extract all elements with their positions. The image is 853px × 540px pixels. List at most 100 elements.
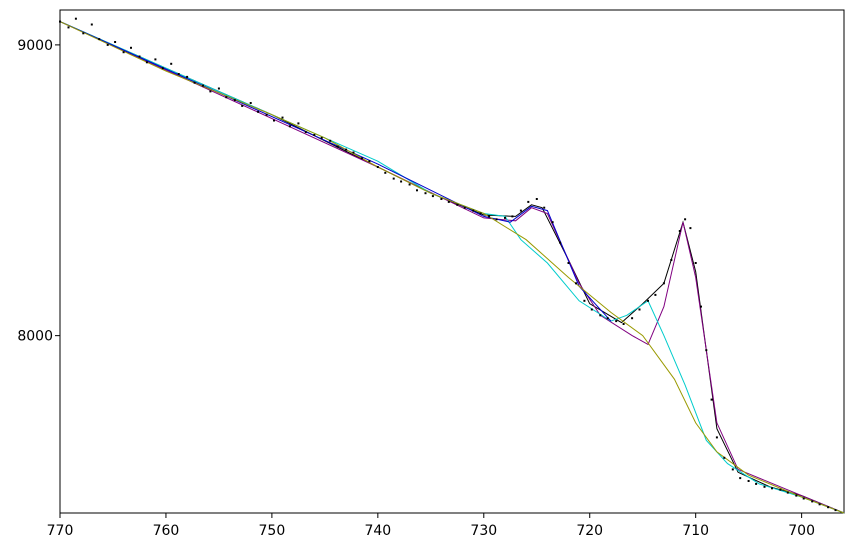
data-point-24 — [241, 104, 244, 107]
data-point-97 — [802, 497, 805, 500]
data-point-43 — [392, 177, 395, 180]
data-point-17 — [186, 75, 189, 78]
x-tick-label: 750 — [259, 523, 286, 539]
data-point-22 — [225, 96, 228, 99]
data-point-42 — [384, 171, 387, 174]
data-point-46 — [416, 189, 418, 192]
data-point-71 — [615, 320, 618, 323]
data-point-21 — [217, 87, 220, 90]
x-tick-label: 710 — [682, 523, 709, 539]
data-point-6 — [98, 38, 101, 41]
data-point-70 — [606, 317, 609, 320]
data-point-48 — [431, 195, 434, 198]
data-point-74 — [638, 308, 641, 311]
data-point-87 — [723, 456, 726, 459]
series-line-3 — [59, 21, 845, 514]
data-point-59 — [519, 209, 522, 212]
data-point-2 — [67, 26, 70, 29]
data-point-15 — [170, 62, 173, 65]
data-point-12 — [145, 61, 148, 64]
data-point-54 — [479, 212, 482, 215]
data-point-69 — [599, 314, 602, 317]
points-layer — [59, 17, 837, 512]
data-point-96 — [795, 494, 798, 497]
data-point-1 — [59, 20, 61, 23]
data-point-98 — [811, 500, 814, 503]
data-point-20 — [209, 90, 212, 93]
data-point-60 — [527, 200, 530, 203]
data-point-29 — [281, 116, 284, 119]
data-point-99 — [818, 503, 821, 506]
x-tick-label: 740 — [364, 523, 391, 539]
data-point-62 — [543, 206, 546, 209]
data-point-51 — [456, 203, 459, 206]
data-point-33 — [313, 134, 316, 136]
x-tick-label: 730 — [470, 523, 497, 539]
data-point-88 — [731, 468, 734, 471]
data-point-18 — [193, 81, 196, 84]
data-point-78 — [670, 259, 673, 261]
x-tick-label: 700 — [788, 523, 815, 539]
data-point-73 — [631, 317, 634, 320]
data-point-9 — [122, 51, 125, 54]
data-point-80 — [684, 218, 687, 221]
data-point-35 — [329, 139, 332, 142]
data-point-8 — [114, 41, 117, 43]
data-point-93 — [771, 487, 773, 490]
data-point-5 — [90, 23, 93, 26]
data-point-82 — [694, 262, 697, 264]
data-point-56 — [495, 218, 498, 221]
data-point-91 — [755, 482, 758, 485]
data-point-16 — [177, 73, 180, 75]
y-tick-label: 9000 — [17, 38, 53, 54]
data-point-81 — [689, 227, 692, 230]
data-point-76 — [654, 293, 657, 296]
data-point-63 — [551, 221, 554, 224]
x-axis: 770 760 750 740 730 720 710 700 — [47, 513, 815, 539]
data-point-45 — [408, 183, 411, 186]
data-point-40 — [368, 160, 371, 163]
data-point-65 — [567, 262, 570, 264]
data-point-61 — [535, 198, 538, 200]
data-point-41 — [376, 166, 379, 168]
data-point-26 — [257, 110, 260, 113]
data-point-89 — [739, 477, 742, 480]
data-point-85 — [710, 398, 713, 401]
data-point-95 — [786, 491, 789, 494]
data-point-27 — [265, 113, 268, 116]
data-point-64 — [559, 241, 562, 244]
data-point-23 — [233, 99, 236, 102]
data-point-7 — [106, 43, 109, 46]
x-tick-label: 720 — [576, 523, 603, 539]
data-point-44 — [400, 180, 403, 183]
data-point-49 — [440, 198, 443, 200]
data-point-3 — [74, 17, 77, 20]
data-point-11 — [138, 55, 141, 58]
data-point-52 — [463, 206, 466, 209]
data-point-101 — [834, 509, 837, 512]
data-point-36 — [336, 145, 339, 148]
data-point-90 — [747, 480, 750, 482]
series-line-4 — [59, 21, 612, 322]
data-point-72 — [622, 323, 625, 325]
data-point-47 — [424, 192, 427, 195]
data-point-79 — [678, 230, 681, 232]
data-point-38 — [352, 151, 355, 154]
series-line-2 — [59, 21, 845, 514]
data-point-68 — [590, 308, 593, 311]
y-axis: 9000 8000 — [17, 38, 60, 345]
data-point-14 — [161, 67, 164, 70]
plot-area-frame — [59, 9, 845, 514]
series-layer — [59, 21, 845, 514]
data-point-31 — [297, 122, 300, 125]
data-point-58 — [511, 215, 514, 218]
y-tick-label: 8000 — [17, 329, 53, 345]
series-line-5 — [59, 21, 845, 514]
x-tick-label: 770 — [47, 523, 74, 539]
data-point-86 — [715, 436, 718, 439]
data-point-83 — [700, 305, 702, 308]
data-point-94 — [779, 488, 782, 491]
data-point-37 — [345, 148, 348, 151]
data-point-34 — [320, 136, 323, 139]
